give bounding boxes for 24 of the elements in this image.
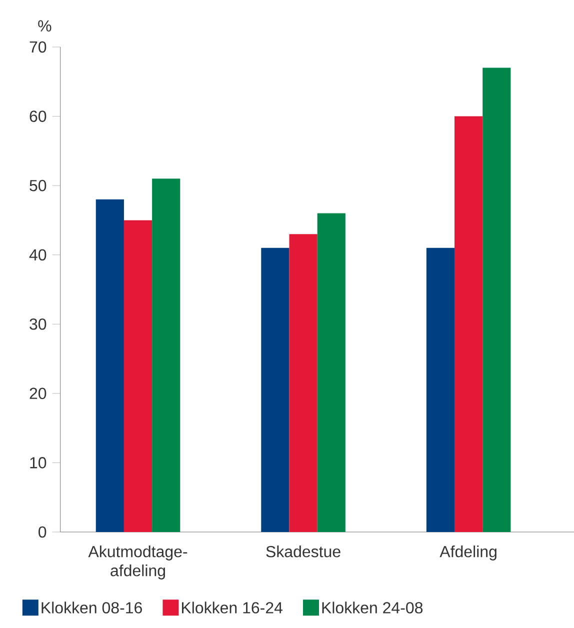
legend-label: Klokken 24-08 — [322, 602, 422, 614]
bar — [317, 213, 346, 532]
bar — [426, 248, 454, 532]
legend-label: Klokken 16-24 — [182, 602, 282, 614]
y-tick-label: 40 — [29, 249, 46, 261]
y-axis-title: % — [38, 20, 52, 32]
bar — [152, 178, 180, 532]
y-tick-label: 0 — [38, 526, 46, 538]
y-tick-label: 30 — [29, 318, 46, 330]
legend-label: Klokken 08-16 — [42, 602, 142, 614]
y-tick-label: 50 — [29, 180, 46, 192]
x-tick-label: Afdeling — [440, 546, 496, 560]
x-tick-label: Skadestue — [266, 546, 340, 558]
bar — [289, 234, 318, 532]
y-tick-label: 60 — [30, 110, 46, 122]
bar — [260, 248, 290, 532]
bar — [454, 116, 482, 532]
bar — [96, 199, 124, 532]
y-tick-label: 20 — [30, 388, 46, 400]
x-tick-label: Akutmodtage-afdeling — [88, 546, 187, 580]
y-tick-label: 70 — [30, 41, 46, 53]
bar — [124, 220, 152, 532]
y-tick-label: 10 — [30, 457, 46, 468]
bar — [482, 68, 511, 532]
